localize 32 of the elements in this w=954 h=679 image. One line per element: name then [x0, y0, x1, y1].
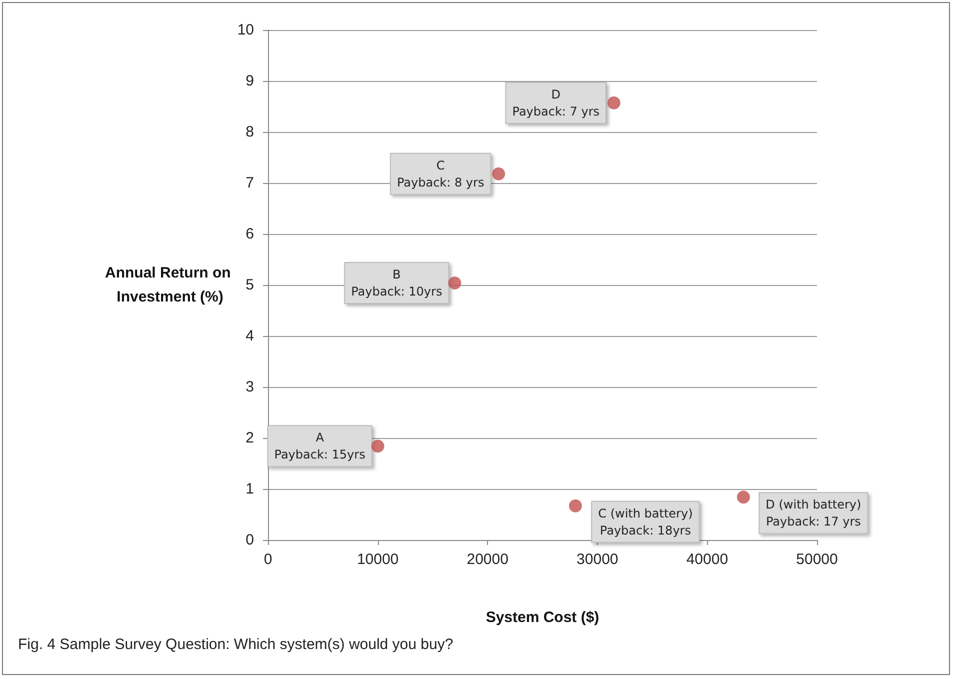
point	[568, 499, 582, 512]
annotation: D (with battery) Payback: 17 yrs	[766, 498, 862, 529]
annotation: A Payback: 15yrs	[274, 430, 366, 462]
y-tick-label: 10	[237, 22, 254, 38]
y-tick-label: 8	[246, 124, 254, 140]
y-tick-label: 4	[246, 328, 254, 344]
x-tick-label: 20000	[466, 551, 508, 568]
point	[492, 167, 506, 180]
annotation: D Payback: 7 yrs	[512, 87, 600, 118]
x-tick-label: 30000	[576, 551, 618, 568]
y-tick-label: 9	[246, 72, 254, 90]
y-tick-label: 3	[246, 378, 254, 396]
x-tick-label: 50000	[796, 551, 838, 568]
y-tick-label: 7	[246, 174, 254, 192]
annotation: C (with battery) Payback: 18yrs	[598, 506, 693, 538]
point	[607, 96, 620, 110]
x-tick-label: 10000	[356, 551, 399, 568]
annotation: B Payback: 10yrs	[351, 267, 442, 298]
x-tick-label: 40000	[686, 551, 728, 568]
point	[448, 276, 462, 290]
point	[736, 490, 750, 504]
x-axis-title: System Cost ($)	[486, 609, 600, 626]
annotation: C Payback: 8 yrs	[396, 158, 484, 190]
y-axis-title: Annual Return on Investment (%)	[105, 264, 235, 306]
y-tick-label: 2	[246, 430, 254, 446]
y-tick-label: 6	[246, 226, 254, 242]
x-tick-label: 0	[264, 551, 272, 568]
y-tick-label: 0	[246, 532, 254, 548]
y-tick-label: 5	[246, 276, 254, 294]
caption: Fig. 4 Sample Survey Question: Which system(s) would you buy?	[18, 636, 454, 653]
y-tick-label: 1	[246, 480, 254, 498]
point	[371, 440, 384, 453]
